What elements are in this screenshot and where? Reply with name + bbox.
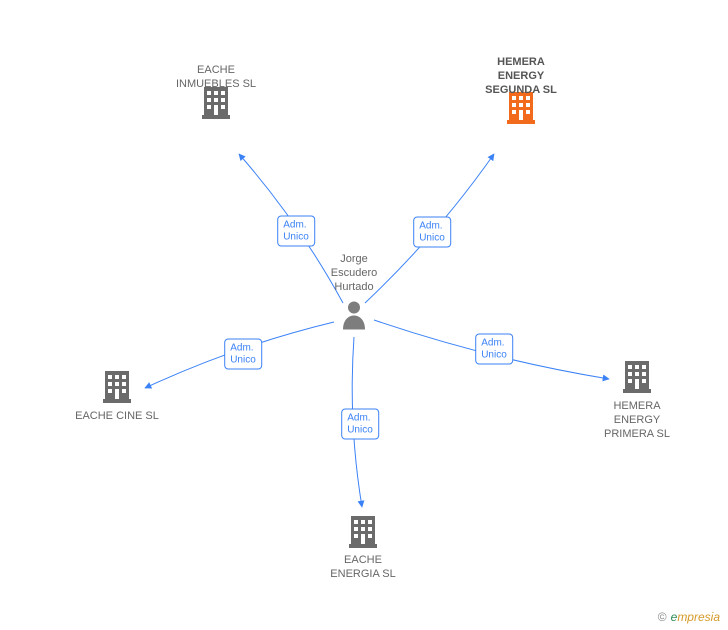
node-label: HEMERA ENERGY PRIMERA SL xyxy=(604,400,670,441)
copyright-symbol: © xyxy=(658,610,667,624)
node-label: EACHE ENERGIA SL xyxy=(330,554,395,582)
diagram-canvas: Jorge Escudero Hurtado EACHE INMUEBLES S… xyxy=(0,0,728,630)
building-icon xyxy=(103,371,131,403)
building-icon xyxy=(349,516,377,548)
brand-rest: mpresia xyxy=(677,610,720,624)
edge-label: Adm. Unico xyxy=(277,216,315,247)
attribution: ©empresia xyxy=(658,610,720,624)
edge-label: Adm. Unico xyxy=(224,339,262,370)
center-node-label: Jorge Escudero Hurtado xyxy=(331,253,377,294)
edge-label: Adm. Unico xyxy=(341,409,379,440)
edge-label: Adm. Unico xyxy=(413,217,451,248)
building-icon xyxy=(623,361,651,393)
node-label: EACHE INMUEBLES SL xyxy=(176,64,256,92)
person-icon xyxy=(341,300,367,335)
node-label: HEMERA ENERGY SEGUNDA SL xyxy=(485,56,557,97)
building-icon xyxy=(202,87,230,119)
edge-label: Adm. Unico xyxy=(475,334,513,365)
node-label: EACHE CINE SL xyxy=(75,410,159,424)
